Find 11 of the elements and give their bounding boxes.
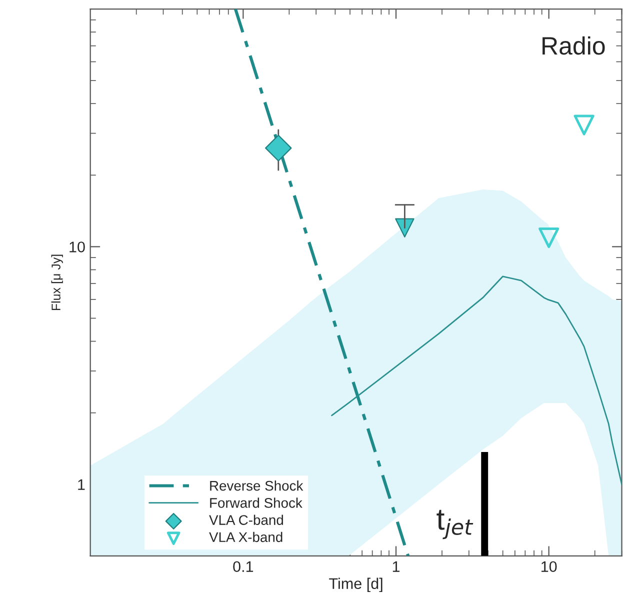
x-axis-title: Time [d] — [329, 578, 382, 592]
x-tick-label: 1 — [392, 561, 400, 572]
legend-label: Reverse Shock — [210, 480, 304, 491]
legend-label: VLA C-band — [209, 514, 283, 525]
ref-line-label: t$_{jet}$ — [436, 510, 474, 540]
annotation: Radio — [542, 36, 605, 55]
x-tick-label: 0.1 — [233, 561, 254, 572]
legend-label: VLA X-band — [209, 532, 282, 542]
legend-label: Forward Shock — [210, 498, 302, 508]
y-axis-title: Flux [μ Jy] — [51, 254, 63, 310]
x-tick-label: 10 — [542, 561, 557, 572]
